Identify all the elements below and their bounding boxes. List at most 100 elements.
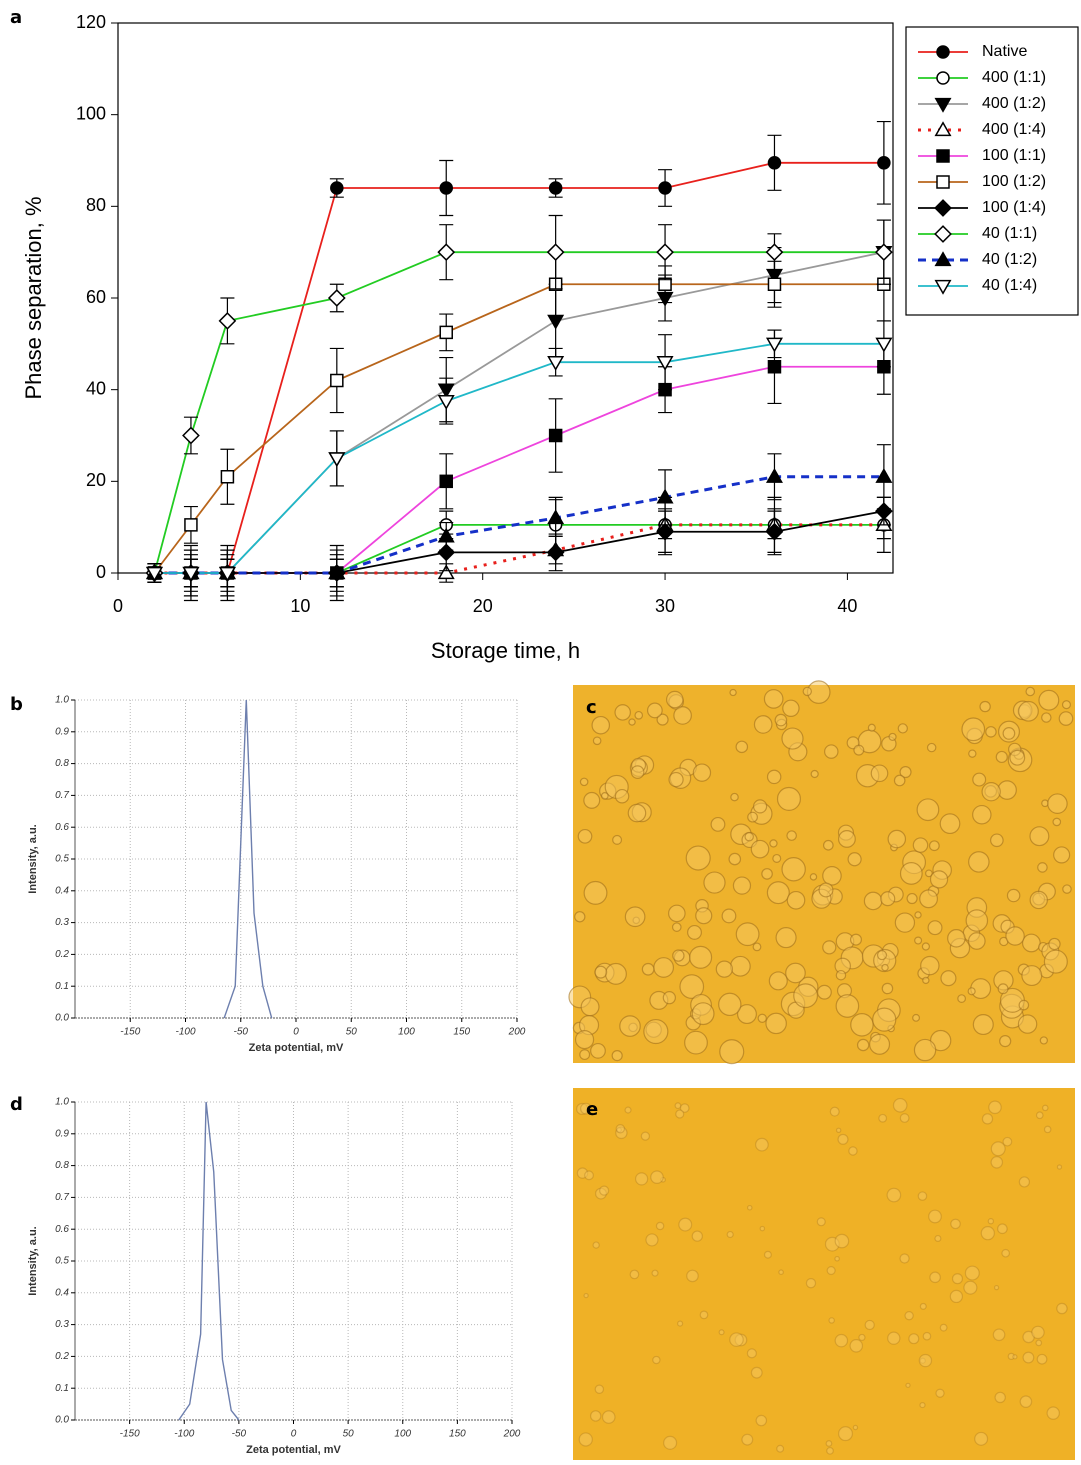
x-tick-label: 150: [453, 1027, 470, 1038]
droplet: [646, 702, 663, 719]
marker: [327, 289, 346, 307]
y-tick-label: 1.0: [55, 1097, 69, 1108]
droplet: [782, 699, 800, 718]
droplet: [881, 963, 889, 972]
droplet: [916, 798, 940, 822]
droplet: [786, 830, 797, 841]
droplet: [656, 713, 669, 726]
droplet: [763, 1250, 772, 1259]
droplet: [893, 774, 906, 787]
droplet: [951, 1273, 964, 1285]
marker: [437, 394, 455, 410]
droplet: [1053, 846, 1071, 864]
droplet: [752, 942, 762, 952]
droplet: [684, 1030, 708, 1055]
droplet: [687, 924, 702, 940]
droplet: [919, 889, 939, 909]
droplet: [985, 726, 997, 738]
marker: [182, 566, 200, 582]
droplet: [929, 1271, 941, 1284]
droplet: [579, 1049, 591, 1061]
droplet: [634, 710, 644, 720]
x-tick-label: 50: [343, 1429, 355, 1440]
droplet: [897, 723, 908, 734]
droplet: [583, 791, 601, 809]
droplet: [979, 700, 991, 713]
droplet: [755, 1137, 769, 1152]
droplet: [850, 1013, 874, 1037]
droplet: [1031, 1325, 1045, 1340]
droplet: [614, 788, 630, 804]
droplet: [899, 766, 912, 779]
droplet: [838, 1426, 853, 1442]
marker: [765, 337, 783, 353]
marker: [547, 509, 565, 525]
droplet: [848, 1146, 858, 1156]
droplet: [718, 992, 742, 1017]
y-tick-label: 1.0: [55, 695, 69, 706]
marker: [936, 45, 950, 59]
marker: [439, 474, 453, 489]
droplet: [600, 792, 609, 800]
y-tick-label: 120: [76, 12, 106, 32]
droplet: [679, 974, 705, 999]
y-tick-label: 0.3: [55, 917, 69, 928]
droplet: [686, 1269, 699, 1283]
marker: [658, 181, 672, 195]
droplet: [988, 1100, 1002, 1115]
y-tick-label: 20: [86, 470, 106, 490]
droplet: [852, 1424, 859, 1431]
marker: [656, 488, 674, 504]
droplet: [816, 1217, 826, 1227]
droplet: [750, 1366, 763, 1379]
droplet: [928, 1209, 942, 1224]
droplet: [614, 704, 631, 721]
marker: [765, 468, 783, 483]
droplet: [719, 1039, 745, 1065]
marker: [182, 426, 200, 445]
droplet: [928, 840, 940, 852]
legend-label: 100 (1:2): [982, 173, 1046, 190]
droplet: [766, 881, 790, 905]
x-tick-label: 0: [291, 1429, 297, 1440]
droplet: [870, 764, 889, 783]
droplet: [929, 870, 949, 889]
droplet: [858, 1333, 866, 1342]
droplet: [662, 991, 676, 1005]
droplet: [718, 1329, 725, 1336]
panel-label: b: [10, 694, 23, 715]
droplet: [1018, 999, 1030, 1011]
x-axis-label: Zeta potential, mV: [249, 1042, 344, 1054]
droplet: [856, 1038, 870, 1052]
marker: [220, 470, 235, 484]
droplet: [1038, 689, 1060, 711]
droplet: [805, 1277, 817, 1289]
y-axis-label: Phase separation, %: [21, 196, 46, 399]
droplet: [949, 1289, 963, 1304]
droplet: [583, 880, 608, 905]
droplet: [592, 736, 602, 746]
droplet: [691, 1230, 703, 1242]
droplet: [835, 1127, 842, 1134]
droplet: [675, 1109, 685, 1119]
droplet: [1025, 686, 1036, 697]
droplet: [619, 1015, 641, 1037]
droplet: [837, 1133, 849, 1145]
droplet: [744, 832, 754, 842]
droplet: [577, 828, 593, 844]
panel-label: d: [10, 1094, 23, 1115]
droplet: [1043, 949, 1068, 974]
droplet: [913, 1038, 937, 1062]
droplet: [736, 1004, 757, 1025]
droplet: [1018, 1176, 1030, 1188]
x-tick-label: 30: [655, 596, 675, 616]
x-tick-label: -100: [175, 1027, 195, 1038]
droplet: [950, 1218, 961, 1230]
droplet: [899, 1253, 910, 1264]
droplet: [957, 994, 966, 1003]
x-tick-label: 10: [290, 596, 310, 616]
droplet: [671, 922, 682, 932]
droplet: [1012, 1354, 1018, 1360]
droplet: [721, 908, 737, 924]
droplet: [869, 1033, 891, 1055]
